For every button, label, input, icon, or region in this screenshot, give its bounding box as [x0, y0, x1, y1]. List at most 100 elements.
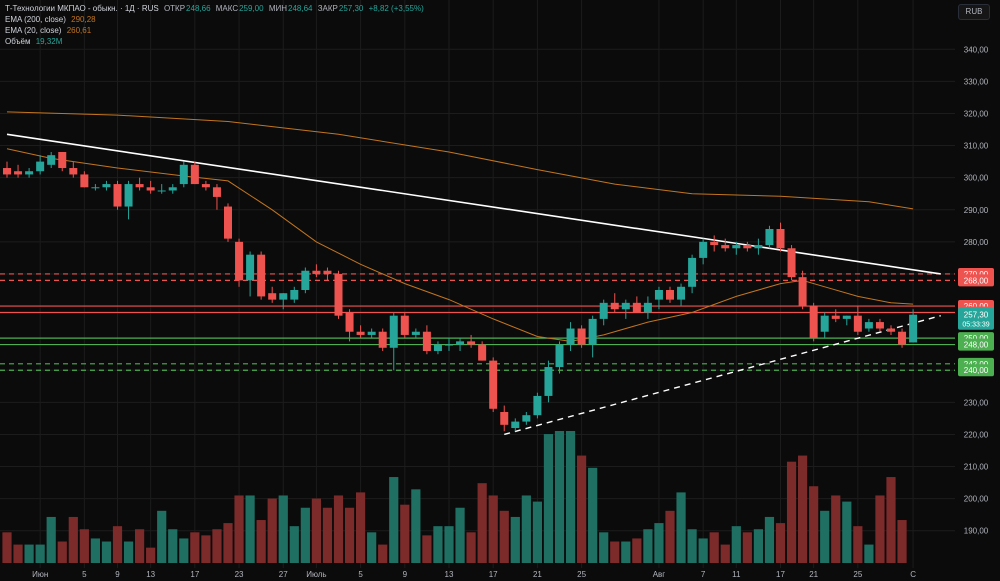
volume-bar — [521, 495, 531, 563]
candle-body — [875, 322, 884, 329]
level-price-tag: 268,00 — [958, 274, 994, 287]
candle-body — [157, 190, 166, 192]
volume-bar — [411, 489, 421, 563]
volume-bar — [610, 541, 620, 563]
volume-bar — [709, 532, 719, 563]
level-lines — [0, 273, 955, 371]
candle-body — [864, 322, 873, 329]
candle-body — [721, 245, 730, 249]
ema20-legend-row[interactable]: EMA (20, close) 260,61 — [5, 25, 424, 36]
volume-bar — [654, 523, 664, 563]
candle-body — [654, 290, 663, 300]
volume-value: 19,32M — [35, 37, 63, 46]
candles — [3, 151, 918, 432]
candle-body — [853, 315, 862, 332]
volume-bar — [146, 547, 156, 563]
candle-body — [124, 184, 133, 207]
volume-bar — [886, 477, 896, 563]
volume-bar — [444, 526, 454, 563]
time-axis-labels: Июн 5 9 13 17 23 27 Июль 5 9 13 17 21 25 Авг 7 11 17 21 25 С — [32, 570, 916, 579]
price-tick-label: 220,00 — [964, 430, 989, 439]
time-tick-label: 9 — [403, 570, 408, 579]
time-tick-label: Июн — [32, 570, 48, 579]
candle-body — [212, 187, 221, 197]
candle-body — [909, 314, 918, 343]
candle-body — [433, 344, 442, 351]
level-tag-label: 240,00 — [964, 366, 989, 375]
candle-body — [456, 341, 465, 345]
volume-bar — [24, 544, 34, 563]
candle-body — [732, 245, 741, 249]
candle-body — [555, 344, 564, 368]
time-tick-label: 13 — [445, 570, 454, 579]
volume-bar — [234, 495, 244, 563]
volume-bar — [588, 467, 598, 563]
time-tick-label: 17 — [489, 570, 498, 579]
candle-body — [356, 331, 365, 335]
candle-body — [235, 241, 244, 281]
candle-body — [599, 302, 608, 319]
volume-bar — [400, 504, 410, 563]
candle-body — [246, 254, 255, 281]
candle-body — [80, 174, 89, 188]
volume-bar — [123, 541, 134, 563]
volume-bar — [687, 529, 697, 563]
volume-bar — [543, 434, 554, 563]
volume-bar — [599, 532, 609, 563]
ema200-value: 290,28 — [71, 15, 96, 24]
time-tick-label: 25 — [853, 570, 862, 579]
candle-body — [500, 411, 509, 425]
volume-bar — [510, 516, 520, 563]
candle-body — [91, 187, 100, 189]
time-tick-label: 17 — [776, 570, 785, 579]
volume-bar — [367, 532, 377, 563]
candle-body — [643, 302, 652, 313]
level-tag-bg — [958, 338, 994, 351]
resistance-trendline — [6, 133, 941, 275]
volume-bar — [2, 532, 12, 563]
volume-bar — [223, 523, 233, 563]
level-price-tag: 248,00 — [958, 338, 994, 351]
level-tag-bg — [958, 364, 994, 377]
ema20-line — [6, 148, 914, 342]
candle-body — [820, 315, 829, 332]
candle-body — [478, 344, 487, 361]
ema200-legend-row[interactable]: EMA (200, close) 290,28 — [5, 14, 424, 25]
time-tick-label: 9 — [115, 570, 120, 579]
candle-body — [201, 184, 210, 188]
volume-bar — [731, 526, 741, 563]
candle-body — [743, 245, 752, 249]
low-value: 248,64 — [288, 4, 313, 13]
volume-bar — [101, 541, 112, 563]
ema20-value: 260,61 — [66, 26, 92, 35]
currency-button[interactable]: RUB — [958, 4, 990, 20]
candle-body — [58, 151, 67, 169]
volume-bar — [897, 520, 907, 563]
volume-bar — [112, 526, 123, 563]
candle-body — [113, 184, 122, 207]
countdown-timer: 05:33:39 — [962, 322, 989, 329]
ema200-line — [6, 111, 914, 210]
candle-body — [842, 315, 851, 319]
volume-bar — [632, 538, 642, 563]
volume-bar — [532, 501, 542, 563]
volume-legend-row[interactable]: Объём 19,32M — [5, 36, 424, 47]
volume-bar — [356, 492, 366, 563]
volume-bar — [455, 507, 465, 563]
volume-bar — [809, 486, 819, 563]
volume-bar — [466, 532, 476, 563]
volume-bar — [278, 495, 288, 563]
volume-bar — [621, 541, 631, 563]
volume-bar — [864, 544, 874, 563]
time-tick-label: 27 — [279, 570, 288, 579]
volume-bar — [786, 461, 797, 563]
volume-bar — [135, 529, 145, 563]
volume-bar — [46, 516, 56, 563]
candle-body — [378, 331, 387, 348]
volume-bar — [433, 526, 443, 563]
price-tick-label: 280,00 — [964, 238, 989, 247]
volume-bar — [333, 495, 344, 563]
time-tick-label: С — [910, 570, 916, 579]
price-tick-label: 320,00 — [964, 109, 989, 118]
